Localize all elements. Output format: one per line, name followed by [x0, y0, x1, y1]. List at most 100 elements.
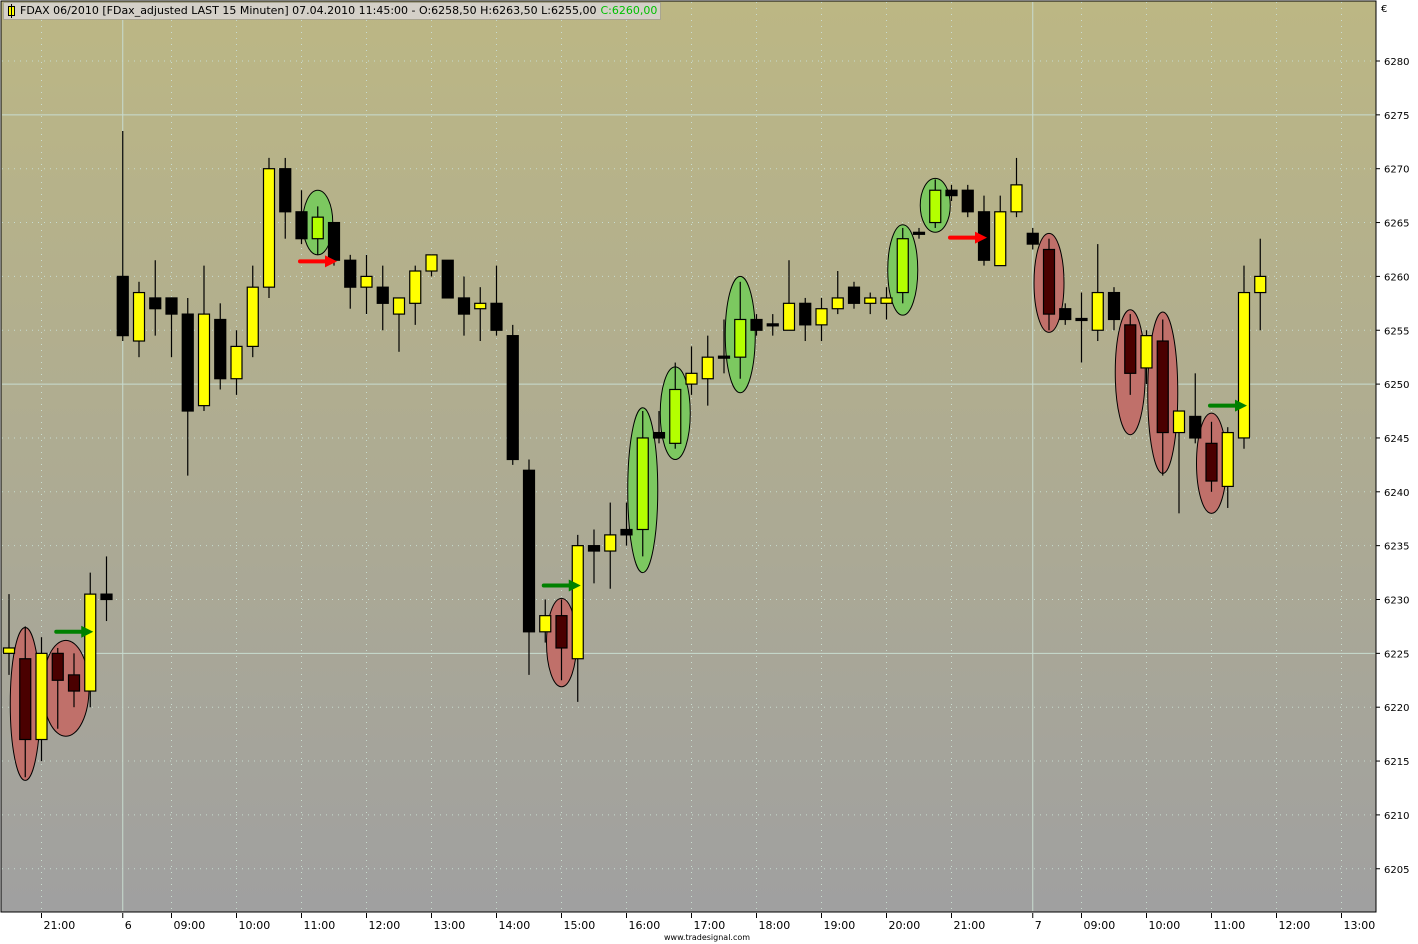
candle-body [1254, 275, 1267, 294]
y-tick-label: 6250 [1384, 380, 1409, 391]
candle [782, 260, 796, 331]
candle-body [864, 297, 877, 304]
candle-body [587, 545, 601, 552]
candle-body [132, 291, 146, 342]
candle-body [929, 189, 942, 224]
candle [685, 346, 698, 395]
candle-body [67, 674, 81, 692]
candle [165, 297, 178, 358]
x-tick-label: 13:00 [434, 919, 466, 932]
candle-body [539, 615, 552, 633]
candle [1075, 292, 1088, 363]
signal-arrows [54, 231, 1247, 638]
candle-body [360, 275, 373, 288]
candle [132, 281, 146, 358]
candle-body [620, 528, 633, 536]
candle-body [1237, 291, 1251, 439]
candle [1189, 373, 1202, 444]
candle [717, 319, 731, 374]
green-arrow-icon [54, 625, 94, 638]
candle-body [1091, 291, 1104, 331]
candle-body [815, 308, 828, 326]
x-tick-label: 10:00 [239, 919, 271, 932]
currency-label: € [1381, 4, 1387, 15]
candle [912, 227, 926, 239]
candle [1205, 421, 1218, 492]
candle-body [669, 388, 682, 444]
candle [929, 179, 942, 228]
candle [1172, 410, 1186, 514]
x-tick-label: 7 [1035, 919, 1042, 932]
x-tick-label: 20:00 [889, 919, 921, 932]
footer-watermark: www.tradesignal.com [664, 933, 750, 942]
candle [230, 330, 243, 395]
candle-body [1172, 410, 1186, 434]
candle-body [311, 216, 324, 240]
candle-body [604, 534, 617, 552]
candle-body [295, 211, 308, 240]
candle [734, 281, 747, 379]
candle [652, 411, 666, 444]
candle [360, 254, 373, 315]
x-tick-label: 6 [125, 919, 132, 932]
candlestick-icon [8, 4, 15, 18]
x-tick-label: 21:00 [954, 919, 986, 932]
x-tick-label: 12:00 [369, 919, 401, 932]
candle [1010, 157, 1023, 218]
candle-body [392, 297, 406, 315]
candle [1140, 330, 1153, 385]
candle [945, 184, 958, 202]
candle [506, 324, 519, 465]
candle [864, 292, 877, 315]
candle-body [197, 313, 211, 407]
chart-title: FDAX 06/2010 [FDax_adjusted LAST 15 Minu… [3, 2, 662, 20]
candle-body [636, 437, 649, 531]
candle [116, 131, 129, 342]
candle [994, 195, 1007, 267]
x-tick-label: 21:00 [44, 919, 76, 932]
candle [766, 314, 779, 336]
y-tick-label: 6245 [1384, 434, 1409, 445]
candle [1156, 319, 1169, 476]
candle [19, 626, 32, 778]
arrow-head [1235, 399, 1247, 412]
candle-body [2, 647, 16, 654]
candle-body [1059, 308, 1072, 321]
x-tick-label: 12:00 [1279, 919, 1311, 932]
candle [311, 206, 324, 255]
candle [344, 254, 357, 309]
red-arrow-icon [298, 255, 337, 268]
candle [1059, 303, 1072, 325]
candle-body [994, 211, 1007, 267]
candle-body [181, 313, 194, 412]
candle-body [1124, 324, 1137, 374]
candle [376, 265, 389, 331]
candle [490, 265, 503, 336]
x-tick-label: 18:00 [759, 919, 791, 932]
arrow-head [568, 579, 581, 592]
candle [84, 572, 97, 708]
candle-body [782, 302, 796, 331]
candle-body [51, 652, 64, 681]
y-tick-label: 6265 [1384, 219, 1409, 230]
y-tick-label: 6275 [1384, 111, 1409, 122]
candle [1237, 265, 1251, 449]
y-tick-label: 6240 [1384, 488, 1409, 499]
candle-body [327, 221, 341, 261]
candle-body [685, 372, 698, 385]
x-tick-label: 16:00 [629, 919, 661, 932]
y-axis: 6205 6210 6215 6220 6225 6230 6235 6240 6245 6250… [1376, 57, 1409, 876]
y-tick-label: 6230 [1384, 596, 1409, 607]
x-tick-label: 11:00 [304, 919, 336, 932]
candle [587, 529, 601, 584]
y-tick-label: 6235 [1384, 542, 1409, 553]
candle [1254, 238, 1267, 331]
candle-body [474, 302, 487, 310]
x-tick-label: 10:00 [1149, 919, 1181, 932]
candle-body [1010, 184, 1023, 213]
candle [831, 271, 844, 315]
arrow-head [325, 255, 337, 268]
x-tick-label: 19:00 [824, 919, 856, 932]
candle-body [490, 302, 503, 331]
y-tick-label: 6255 [1384, 326, 1409, 337]
